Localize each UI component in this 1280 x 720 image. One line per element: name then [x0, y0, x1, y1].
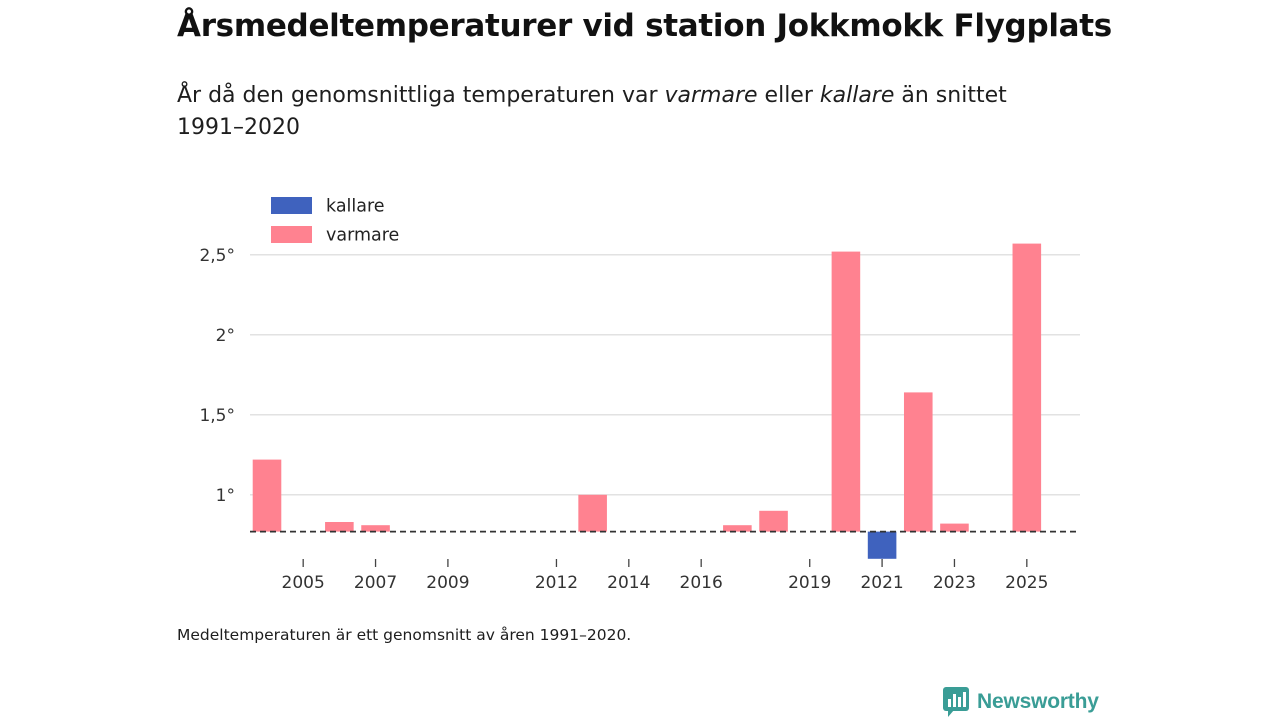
bars: [252, 243, 1042, 559]
brand-name: Newsworthy: [977, 690, 1099, 713]
legend-label-colder: kallare: [326, 197, 385, 217]
bar-warmer: [940, 523, 969, 532]
x-tick-label: 2007: [354, 573, 397, 593]
x-tick-label: 2016: [680, 573, 723, 593]
legend-swatch-warmer: [271, 226, 312, 243]
bar-warmer: [578, 494, 607, 532]
footnote: Medeltemperaturen är ett genomsnitt av å…: [177, 626, 632, 644]
bar-warmer: [252, 459, 282, 532]
temperature-bar-chart: 1° 1,5° 2° 2,5° 2005 2007 2009 2012 2014 2016 201…: [199, 188, 1080, 593]
chart-title: Årsmedeltemperaturer vid station Jokkmok…: [177, 8, 1112, 44]
bar-warmer: [361, 525, 390, 532]
bar-warmer: [723, 525, 752, 532]
legend-swatch-colder: [271, 197, 312, 214]
newsworthy-logo-icon: [943, 687, 969, 717]
bar-warmer: [903, 392, 933, 532]
x-tick-label: 2009: [426, 573, 469, 593]
subtitle-warmer-word: varmare: [664, 83, 758, 108]
legend: kallare varmare: [262, 188, 412, 248]
y-tick-label: 2°: [216, 326, 235, 346]
bar-warmer: [325, 522, 354, 532]
x-tick-label: 2019: [788, 573, 831, 593]
subtitle-colder-word: kallare: [819, 83, 895, 108]
subtitle-text-before: År då den genomsnittliga temperaturen va…: [177, 83, 665, 108]
x-tick-label: 2023: [933, 573, 976, 593]
x-tick-label: 2012: [535, 573, 578, 593]
brand-logo: Newsworthy: [942, 686, 1099, 718]
x-tick-label: 2025: [1005, 573, 1048, 593]
bar-warmer: [1012, 243, 1042, 532]
subtitle-text-middle: eller: [757, 83, 820, 108]
bar-warmer: [831, 251, 861, 532]
y-tick-label: 2,5°: [199, 246, 235, 266]
x-tick-label: 2005: [282, 573, 325, 593]
y-tick-label: 1°: [216, 486, 235, 506]
bar-colder: [867, 531, 897, 559]
x-tick-label: 2021: [860, 573, 903, 593]
legend-label-warmer: varmare: [326, 226, 399, 246]
chart-subtitle: År då den genomsnittliga temperaturen va…: [177, 80, 1057, 144]
subtitle-text-after: än snittet 1991–2020: [177, 83, 1007, 140]
gridlines: [250, 254, 1080, 496]
x-tick-label: 2014: [607, 573, 650, 593]
bar-warmer: [759, 510, 788, 532]
y-tick-label: 1,5°: [199, 406, 235, 426]
x-axis: 2005 2007 2009 2012 2014 2016 2019 2021 2023 2025: [282, 559, 1048, 593]
y-axis-labels: 1° 1,5° 2° 2,5°: [199, 246, 235, 506]
